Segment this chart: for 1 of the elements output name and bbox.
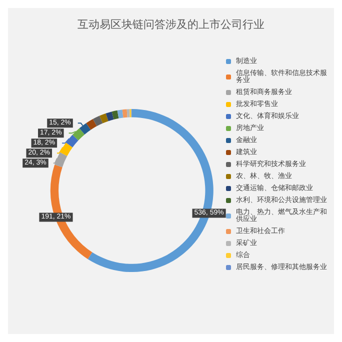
chart-title: 互动易区块链问答涉及的上市公司行业 bbox=[78, 18, 264, 31]
